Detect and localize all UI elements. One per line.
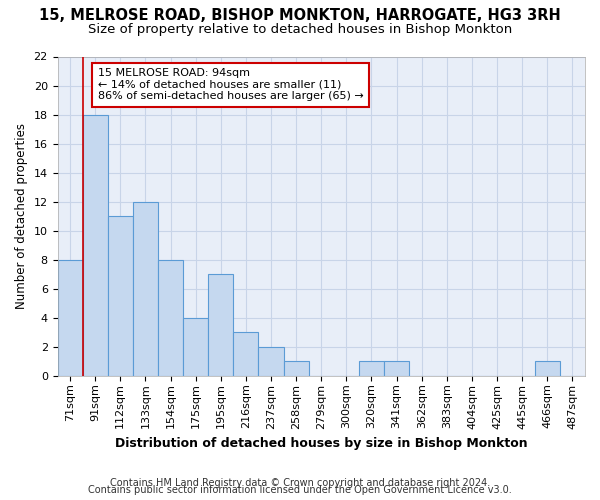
Bar xyxy=(183,318,208,376)
Bar xyxy=(233,332,259,376)
Bar xyxy=(384,362,409,376)
Bar xyxy=(83,114,108,376)
Text: Contains public sector information licensed under the Open Government Licence v3: Contains public sector information licen… xyxy=(88,485,512,495)
Text: Contains HM Land Registry data © Crown copyright and database right 2024.: Contains HM Land Registry data © Crown c… xyxy=(110,478,490,488)
Text: 15, MELROSE ROAD, BISHOP MONKTON, HARROGATE, HG3 3RH: 15, MELROSE ROAD, BISHOP MONKTON, HARROG… xyxy=(39,8,561,22)
Bar xyxy=(133,202,158,376)
Text: 15 MELROSE ROAD: 94sqm
← 14% of detached houses are smaller (11)
86% of semi-det: 15 MELROSE ROAD: 94sqm ← 14% of detached… xyxy=(98,68,364,102)
X-axis label: Distribution of detached houses by size in Bishop Monkton: Distribution of detached houses by size … xyxy=(115,437,527,450)
Y-axis label: Number of detached properties: Number of detached properties xyxy=(15,123,28,309)
Bar xyxy=(108,216,133,376)
Bar xyxy=(158,260,183,376)
Bar xyxy=(284,362,309,376)
Bar xyxy=(208,274,233,376)
Bar xyxy=(535,362,560,376)
Bar xyxy=(359,362,384,376)
Bar xyxy=(58,260,83,376)
Text: Size of property relative to detached houses in Bishop Monkton: Size of property relative to detached ho… xyxy=(88,22,512,36)
Bar xyxy=(259,347,284,376)
